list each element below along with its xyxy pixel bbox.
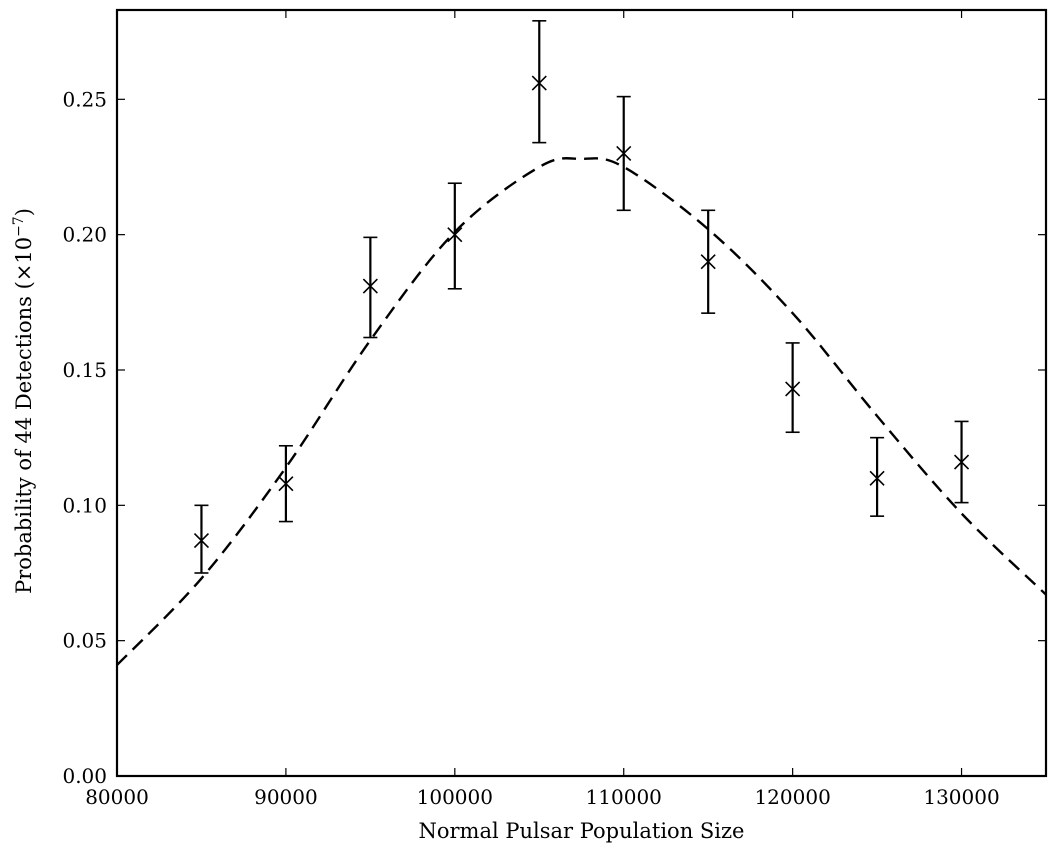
x-axis-label: Normal Pulsar Population Size xyxy=(419,819,745,843)
data-point xyxy=(616,95,632,212)
x-marker xyxy=(362,278,378,294)
data-point xyxy=(700,209,716,314)
data-point xyxy=(785,342,801,434)
y-axis-label-exponent: −7 xyxy=(11,216,27,237)
data-marks xyxy=(116,20,1047,666)
data-point xyxy=(193,504,210,574)
data-point xyxy=(953,420,970,504)
x-tick-label: 110000 xyxy=(586,785,662,809)
x-tick-label: 120000 xyxy=(754,785,830,809)
x-marker xyxy=(193,532,210,549)
plot-frame xyxy=(115,8,1048,778)
x-marker xyxy=(700,254,716,270)
x-marker xyxy=(531,75,547,91)
data-point xyxy=(447,182,463,290)
y-axis-label-suffix: ) xyxy=(12,208,36,216)
y-tick-label: 0.20 xyxy=(62,223,107,247)
y-tick-label: 0.10 xyxy=(62,493,107,517)
axis-ticks: 80000 90000 100000 110000 120000 130000 0.00 0.… xyxy=(62,10,1046,809)
data-point xyxy=(869,436,885,517)
data-point xyxy=(278,444,294,523)
x-tick-label: 130000 xyxy=(923,785,999,809)
x-marker xyxy=(785,381,801,397)
y-tick-label: 0.00 xyxy=(62,764,107,788)
x-marker xyxy=(616,145,632,162)
y-tick-label: 0.25 xyxy=(62,87,107,111)
x-tick-label: 90000 xyxy=(254,785,318,809)
x-tick-label: 100000 xyxy=(417,785,493,809)
x-marker xyxy=(447,227,463,243)
y-tick-label: 0.15 xyxy=(62,358,107,382)
data-point xyxy=(531,20,547,144)
x-marker xyxy=(869,470,885,486)
y-axis-label: Probability of 44 Detections (×10−7) xyxy=(11,208,36,594)
x-tick-label: 80000 xyxy=(85,785,149,809)
y-tick-label: 0.05 xyxy=(62,629,107,653)
y-axis-label-main: Probability of 44 Detections (×10 xyxy=(12,237,36,594)
data-point xyxy=(362,236,378,339)
fit-curve xyxy=(116,157,1047,666)
x-marker xyxy=(953,454,970,470)
x-marker xyxy=(278,476,294,492)
